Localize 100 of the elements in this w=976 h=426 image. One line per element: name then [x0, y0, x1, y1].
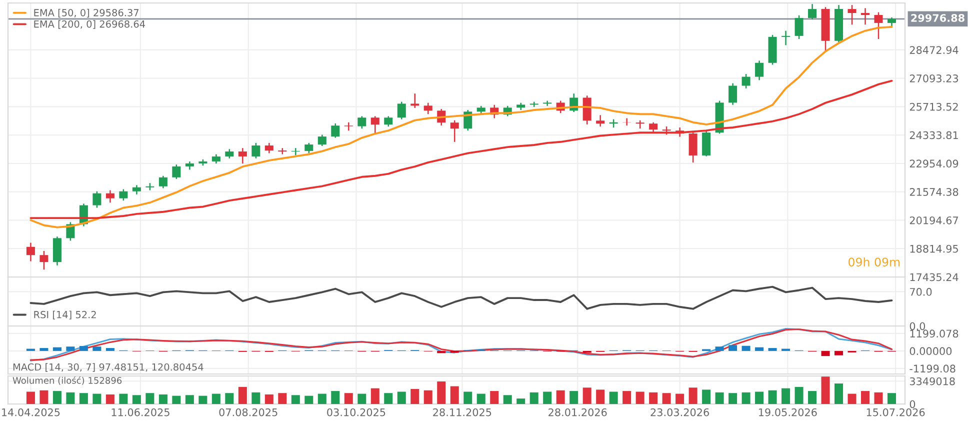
candlestick — [755, 60, 764, 81]
candlestick — [252, 142, 260, 159]
bar — [755, 392, 764, 404]
bar — [132, 395, 141, 404]
bar — [688, 388, 698, 404]
bar — [225, 393, 234, 404]
bar — [556, 390, 565, 404]
bar — [768, 390, 777, 404]
bar — [437, 381, 446, 404]
x-tick-label: 19.05.2026 — [758, 408, 817, 416]
bar — [834, 384, 844, 404]
bar — [503, 395, 512, 404]
bar — [808, 391, 817, 404]
y-tick-label: 21574.38 — [910, 188, 958, 196]
bar — [570, 391, 578, 404]
bar — [821, 376, 830, 404]
candlestick — [397, 101, 406, 120]
x-tick-label: 15.07.2026 — [866, 408, 925, 416]
bar — [424, 390, 432, 404]
x-tick-label: 14.04.2025 — [2, 408, 60, 416]
bar — [52, 391, 62, 404]
bar — [26, 392, 35, 404]
candlestick — [106, 190, 114, 204]
candlestick — [26, 242, 35, 262]
candlestick — [543, 100, 552, 107]
bar — [728, 393, 738, 404]
bar — [384, 393, 393, 404]
bar — [476, 394, 486, 404]
annotation: 09h 09m — [848, 257, 900, 266]
y-tick-label: 0 — [910, 400, 916, 408]
candlestick — [861, 8, 870, 26]
bar — [264, 394, 274, 404]
candlestick — [728, 82, 738, 106]
bar — [304, 396, 314, 404]
bar — [40, 390, 48, 404]
bar — [158, 394, 168, 404]
bar — [715, 392, 724, 404]
y-tick-label: 17435.24 — [910, 273, 958, 282]
bar — [543, 392, 552, 404]
x-tick-label: 23.03.2026 — [650, 408, 709, 416]
y-tick-label: 18814.95 — [910, 244, 958, 253]
y-tick-label: 0.0 — [910, 322, 926, 330]
bar — [397, 392, 406, 404]
candlestick — [808, 3, 817, 20]
candlestick — [264, 142, 274, 154]
bar — [172, 396, 181, 404]
bar — [198, 396, 208, 404]
x-tick-label: 28.01.2026 — [548, 408, 607, 416]
y-tick-label: 70.0 — [910, 288, 932, 296]
bar — [344, 393, 353, 404]
bar — [212, 394, 220, 404]
candlestick — [596, 114, 605, 128]
line-series — [30, 286, 893, 310]
bar — [742, 392, 750, 404]
bar — [92, 394, 102, 404]
candlestick — [702, 130, 711, 157]
candlestick — [649, 122, 658, 134]
bar — [702, 390, 711, 404]
bar — [185, 395, 194, 404]
candlestick — [52, 236, 62, 266]
bar — [582, 388, 592, 404]
candlestick — [358, 116, 366, 130]
bar — [331, 391, 340, 404]
candlestick — [848, 4, 856, 26]
candlestick — [410, 92, 420, 109]
candlestick — [119, 188, 128, 202]
annotation: MACD [14, 30, 7] 97.48151, 120.80454 — [13, 363, 204, 372]
bar — [887, 393, 896, 404]
candlestick — [304, 142, 314, 154]
candlestick — [318, 134, 326, 147]
bar — [490, 391, 499, 404]
candlestick — [344, 122, 353, 132]
candlestick — [688, 132, 698, 164]
bar — [622, 391, 632, 404]
bar — [861, 391, 870, 404]
candlestick — [172, 164, 181, 180]
ref-line-label: 29976.88 — [911, 14, 964, 22]
bar — [450, 386, 459, 404]
bar — [370, 388, 380, 404]
bar — [782, 388, 790, 404]
y-tick-label: 1199.078 — [910, 330, 958, 338]
candlestick — [132, 184, 141, 196]
candlestick — [794, 14, 804, 40]
bar — [146, 393, 154, 404]
candlestick — [40, 250, 48, 270]
legend-label: EMA [50, 0] 29586.37 — [34, 8, 139, 18]
candlestick — [158, 175, 168, 189]
x-tick-label: 07.08.2025 — [219, 408, 278, 416]
candlestick — [742, 73, 750, 90]
bar — [636, 392, 644, 404]
y-tick-label: -1199.08 — [910, 364, 956, 373]
bar — [464, 392, 472, 404]
candlestick — [582, 94, 592, 126]
annotation: Wolumen (ilość) 152896 — [12, 376, 122, 385]
candlestick — [874, 12, 883, 40]
bar — [278, 393, 287, 404]
y-tick-label: 0.00000 — [910, 347, 952, 356]
bar — [238, 386, 247, 404]
y-tick-label: 20194.67 — [910, 216, 958, 224]
bar — [318, 394, 326, 404]
